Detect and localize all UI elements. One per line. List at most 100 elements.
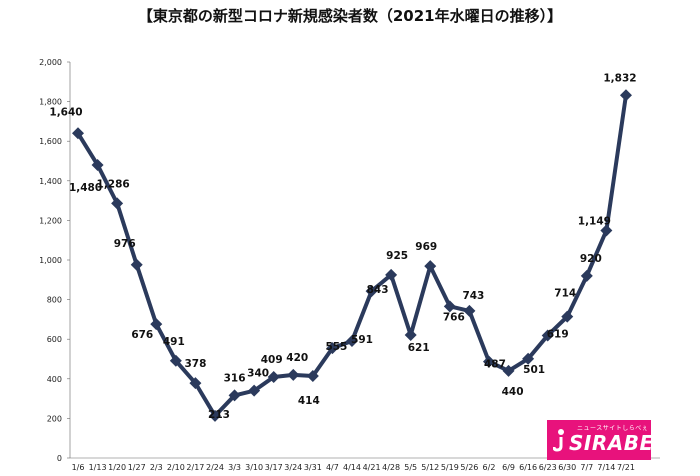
x-axis-ticks: 1/6 1/13 1/20 1/27 2/3 2/10 2/17 2/24 3/3 3/10 3/1… — [72, 463, 635, 472]
data-label: 340 — [247, 368, 269, 380]
x-tick-label: 2/10 — [167, 463, 185, 472]
data-label: 1,149 — [578, 215, 611, 227]
logo-subtitle: ニュースサイトしらべぇ — [577, 425, 649, 432]
x-tick-label: 4/28 — [382, 463, 400, 472]
sirabee-logo: ニュースサイトしらべぇ SIRABEE — [547, 420, 651, 460]
data-label: 920 — [580, 253, 602, 265]
data-point — [326, 342, 339, 355]
data-label: 378 — [184, 358, 206, 370]
x-tick-label: 5/26 — [460, 463, 478, 472]
data-label: 555 — [325, 341, 347, 353]
data-point — [111, 197, 124, 210]
x-tick-label: 5/12 — [421, 463, 439, 472]
x-tick-label: 7/14 — [597, 463, 615, 472]
data-points — [72, 89, 632, 422]
y-tick-label: 1,800 — [39, 98, 62, 107]
x-tick-label: 1/27 — [128, 463, 146, 472]
data-label: 621 — [408, 342, 430, 354]
x-tick-label: 1/13 — [89, 463, 107, 472]
data-point — [404, 329, 417, 342]
data-point — [463, 304, 476, 317]
data-point — [228, 389, 241, 402]
logo-mark-icon — [553, 429, 564, 452]
data-point — [580, 269, 593, 282]
data-point — [541, 329, 554, 342]
data-point — [189, 377, 202, 390]
data-point — [72, 127, 84, 140]
x-tick-label: 7/7 — [580, 463, 593, 472]
y-tick-label: 1,600 — [39, 137, 62, 146]
x-tick-label: 6/30 — [558, 463, 576, 472]
data-label: 1,832 — [603, 72, 636, 84]
x-tick-label: 4/7 — [326, 463, 339, 472]
y-tick-label: 400 — [47, 375, 62, 384]
data-label: 420 — [286, 352, 308, 364]
data-label: 743 — [462, 290, 484, 302]
data-point — [287, 368, 300, 381]
data-label: 969 — [415, 241, 437, 253]
data-point — [208, 409, 221, 422]
x-tick-label: 4/14 — [343, 463, 361, 472]
data-label: 591 — [351, 334, 373, 346]
x-tick-label: 3/17 — [265, 463, 283, 472]
data-label: 843 — [367, 284, 389, 296]
data-point — [150, 318, 163, 331]
x-tick-label: 7/21 — [617, 463, 635, 472]
x-tick-label: 3/10 — [245, 463, 263, 472]
data-point — [267, 371, 280, 384]
data-label: 501 — [523, 364, 545, 376]
x-tick-label: 1/6 — [72, 463, 85, 472]
chart-title: 【東京都の新型コロナ新規感染者数（2021年水曜日の推移）】 — [138, 7, 562, 25]
data-label: 213 — [208, 409, 230, 421]
x-tick-label: 1/20 — [108, 463, 126, 472]
x-tick-label: 2/17 — [186, 463, 204, 472]
data-point — [424, 260, 437, 273]
x-tick-label: 5/5 — [404, 463, 417, 472]
x-tick-label: 2/24 — [206, 463, 224, 472]
y-tick-label: 1,000 — [39, 256, 62, 265]
data-label: 1,286 — [97, 178, 130, 190]
x-tick-label: 5/19 — [441, 463, 459, 472]
x-tick-label: 3/24 — [284, 463, 302, 472]
logo-wordmark: SIRABEE — [569, 431, 651, 455]
y-tick-label: 200 — [47, 414, 62, 423]
x-tick-label: 2/3 — [150, 463, 163, 472]
data-point — [385, 268, 398, 281]
x-tick-label: 3/3 — [228, 463, 241, 472]
data-point — [561, 310, 574, 323]
y-axis-ticks: 0 200 400 600 800 1,000 1,200 1,400 1,600 1,800 2,… — [39, 58, 70, 463]
y-tick-label: 2,000 — [39, 58, 62, 67]
y-tick-label: 1,200 — [39, 216, 62, 225]
data-point — [365, 285, 378, 298]
data-point — [91, 158, 104, 171]
data-point — [619, 89, 632, 102]
y-tick-label: 1,400 — [39, 177, 62, 186]
data-label: 619 — [547, 328, 569, 340]
data-label: 1,640 — [49, 106, 82, 118]
y-tick-label: 0 — [57, 454, 62, 463]
data-point — [248, 384, 261, 397]
data-label: 766 — [443, 311, 465, 323]
data-label: 976 — [114, 238, 136, 250]
data-label: 316 — [224, 372, 246, 384]
data-point — [345, 334, 358, 347]
y-tick-label: 800 — [47, 296, 62, 305]
data-point — [600, 224, 613, 237]
data-point — [522, 352, 535, 365]
x-tick-label: 6/9 — [502, 463, 515, 472]
y-tick-label: 600 — [47, 335, 62, 344]
data-point — [443, 300, 456, 313]
x-tick-label: 4/21 — [363, 463, 381, 472]
data-label: 491 — [163, 336, 185, 348]
data-label: 676 — [131, 329, 153, 341]
data-label: 440 — [502, 386, 524, 398]
x-tick-label: 6/2 — [483, 463, 496, 472]
data-point — [130, 258, 143, 271]
data-label: 414 — [298, 395, 320, 407]
data-label: 487 — [484, 359, 506, 371]
data-label: 925 — [386, 250, 408, 262]
x-tick-label: 6/16 — [519, 463, 537, 472]
x-tick-label: 6/23 — [539, 463, 557, 472]
